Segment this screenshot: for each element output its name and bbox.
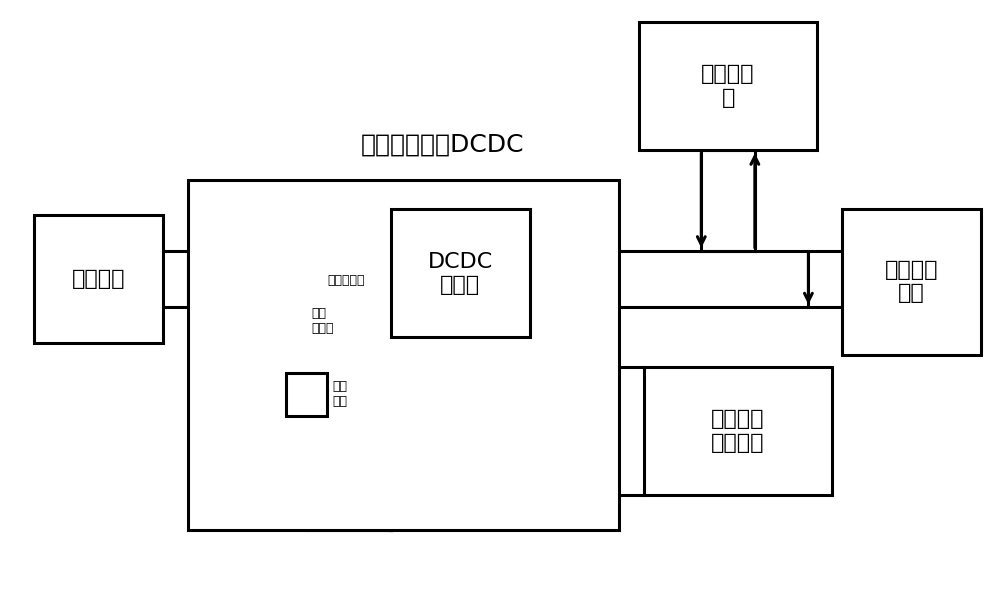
Bar <box>188 180 619 530</box>
Text: 燃料电池升压DCDC: 燃料电池升压DCDC <box>361 132 525 156</box>
Bar <box>644 366 832 495</box>
Bar <box>639 22 817 151</box>
Bar <box>842 209 981 355</box>
Text: DCDC
非隔离: DCDC 非隔离 <box>428 251 493 295</box>
Text: 动力电池
包: 动力电池 包 <box>701 65 755 107</box>
Bar <box>391 209 530 337</box>
Text: 泄放
电阻: 泄放 电阻 <box>332 381 347 409</box>
Text: 整车高压
负载: 整车高压 负载 <box>885 260 938 304</box>
Text: 燃料电堆: 燃料电堆 <box>72 269 125 289</box>
Text: 泄放
继电器: 泄放 继电器 <box>312 307 334 336</box>
Text: 燃电系统
高压附件: 燃电系统 高压附件 <box>711 409 765 452</box>
Bar <box>34 215 163 343</box>
Bar <box>286 372 327 416</box>
Text: 主正继电器: 主正继电器 <box>328 274 365 287</box>
